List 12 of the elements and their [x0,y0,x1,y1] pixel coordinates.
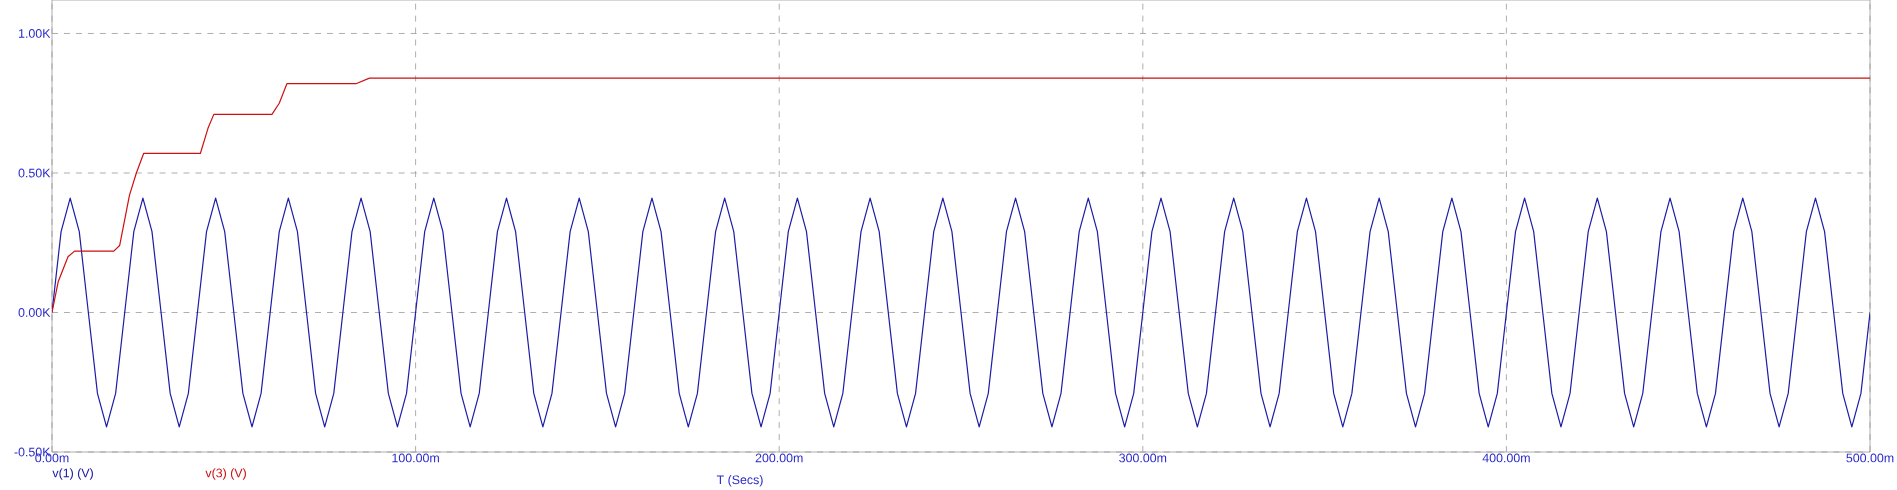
x-tick-label: 500.00m [1846,453,1894,463]
x-tick-label: 400.00m [1482,453,1530,463]
text: v(3) (V) [205,468,246,480]
x-tick-label: 100.00m [392,453,439,463]
x-tick-label: 200.00m [755,453,803,463]
y-tick-label: 0.00K [18,308,51,317]
text: v(1) (V) [52,468,93,480]
y-tick-label: 0.50K [18,168,51,178]
x-axis-title: T (Secs) [716,475,763,487]
y-tick-label: 1.00K [19,29,51,38]
line-series [52,77,1871,314]
x-tick-label: 300.00m [1119,453,1167,463]
